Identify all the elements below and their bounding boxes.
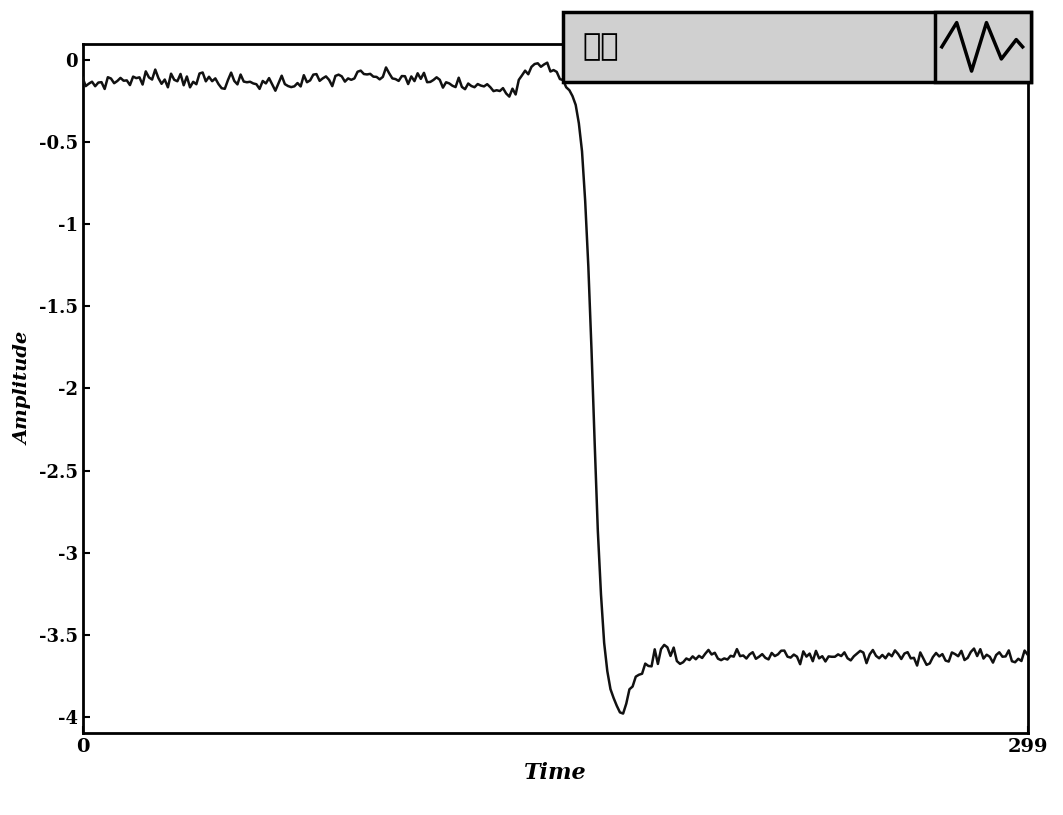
X-axis label: Time: Time xyxy=(524,762,587,784)
Text: 信号: 信号 xyxy=(583,33,619,61)
Y-axis label: Amplitude: Amplitude xyxy=(15,332,33,445)
